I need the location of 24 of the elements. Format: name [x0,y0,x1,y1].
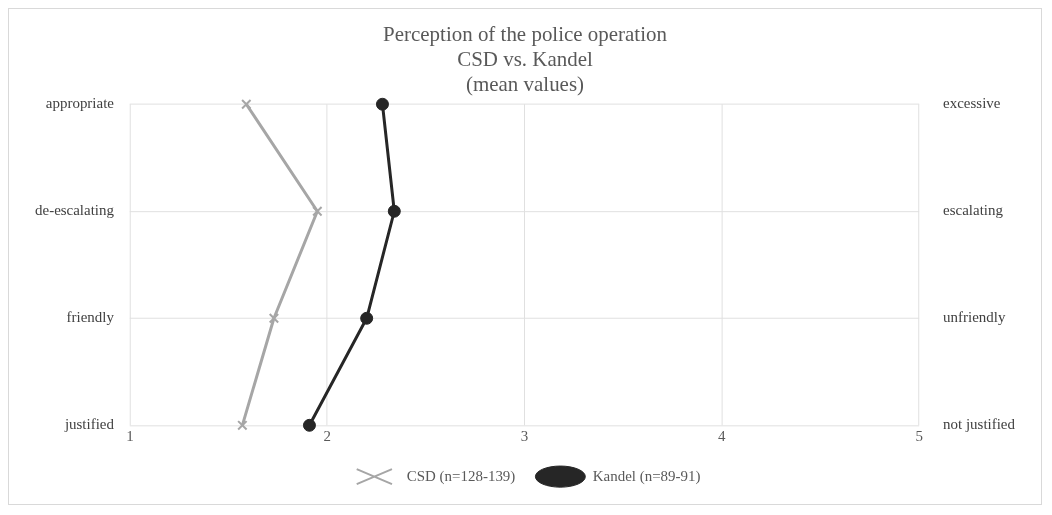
y2-tick-label: not justified [943,416,1016,433]
x-tick-label: 5 [915,428,923,445]
y-tick-label: appropriate [45,95,115,112]
x-tick-label: 3 [520,428,529,445]
point [375,97,389,111]
y2-tick-label: unfriendly [943,309,1006,326]
x-tick-label: 4 [718,428,727,445]
point [387,204,401,218]
y-tick-label: justified [63,416,115,433]
point [268,313,280,324]
y2-tick-label: escalating [943,202,1004,219]
legend-label: CSD (n=128-139) [406,467,516,485]
point [241,98,252,110]
point [302,418,316,432]
chart-title: Perception of the police operation CSD vs. Kandel (mean values) [383,22,668,97]
legend-label: Kandel (n=89-91) [592,467,701,485]
point [312,206,323,217]
y-tick-label: friendly [66,309,115,326]
point [237,420,248,431]
y2-tick-label: excessive [943,95,1001,112]
point [360,311,374,325]
x-tick-label: 1 [126,428,134,445]
x-tick-label: 2 [323,428,331,445]
y-tick-label: de-escalating [35,202,115,219]
